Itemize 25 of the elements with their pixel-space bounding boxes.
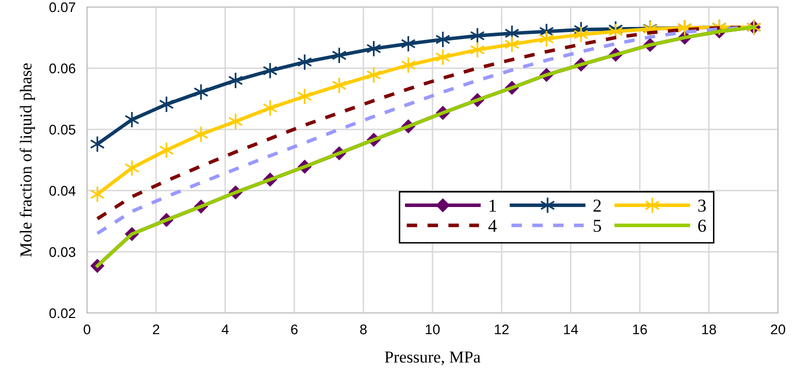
y-tick-label: 0.02 <box>49 308 76 318</box>
x-tick-label: 4 <box>222 324 229 334</box>
x-tick-label: 14 <box>564 324 578 334</box>
legend-label: 6 <box>698 220 706 232</box>
x-tick-label: 0 <box>84 324 90 334</box>
x-tick-label: 12 <box>494 324 509 334</box>
legend-label: 3 <box>698 200 706 212</box>
legend-label: 5 <box>594 220 602 232</box>
x-tick-label: 20 <box>770 324 786 334</box>
y-axis-title: Mole fraction of liquid phase <box>20 63 35 257</box>
legend-label: 2 <box>594 200 601 212</box>
y-tick-label: 0.05 <box>49 124 76 135</box>
y-tick-label: 0.03 <box>49 247 76 257</box>
x-tick-label: 2 <box>152 324 160 334</box>
legend-label: 4 <box>488 220 497 232</box>
x-axis-title: Pressure, MPa <box>384 352 480 366</box>
x-tick-label: 6 <box>291 324 298 334</box>
y-tick-label: 0.07 <box>49 2 76 12</box>
y-tick-label: 0.04 <box>49 186 76 196</box>
x-tick-label: 8 <box>360 324 367 334</box>
y-tick-label: 0.06 <box>49 64 76 74</box>
x-tick-label: 16 <box>633 324 647 334</box>
x-tick-label: 10 <box>426 324 440 334</box>
x-tick-label: 18 <box>702 324 716 334</box>
legend-label: 1 <box>490 200 496 212</box>
